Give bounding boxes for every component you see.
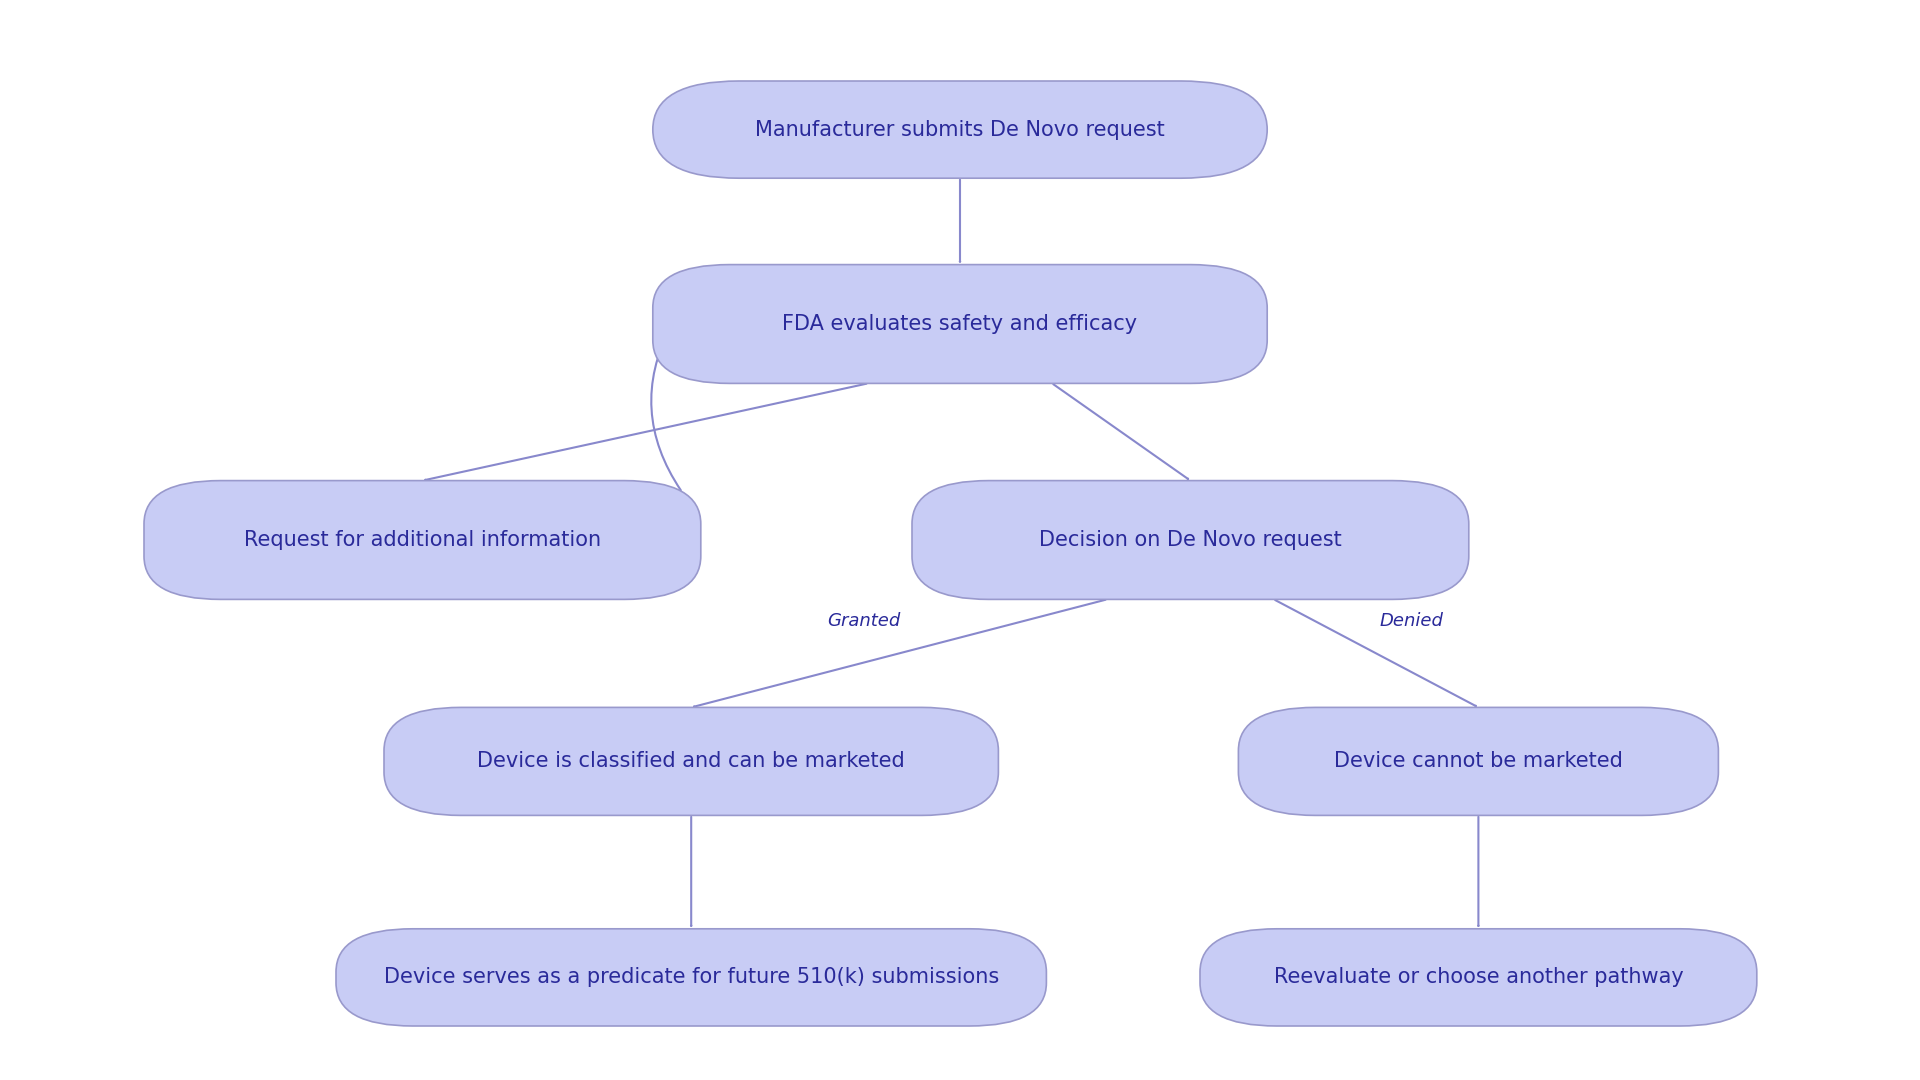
FancyBboxPatch shape xyxy=(1238,707,1718,815)
Text: Device is classified and can be marketed: Device is classified and can be marketed xyxy=(478,752,904,771)
FancyBboxPatch shape xyxy=(1200,929,1757,1026)
FancyBboxPatch shape xyxy=(653,81,1267,178)
Text: Granted: Granted xyxy=(828,612,900,630)
Text: Device cannot be marketed: Device cannot be marketed xyxy=(1334,752,1622,771)
FancyBboxPatch shape xyxy=(912,481,1469,599)
Text: Device serves as a predicate for future 510(k) submissions: Device serves as a predicate for future … xyxy=(384,968,998,987)
Text: Request for additional information: Request for additional information xyxy=(244,530,601,550)
Text: Reevaluate or choose another pathway: Reevaluate or choose another pathway xyxy=(1273,968,1684,987)
FancyBboxPatch shape xyxy=(384,707,998,815)
Text: Denied: Denied xyxy=(1379,612,1444,630)
Text: Manufacturer submits De Novo request: Manufacturer submits De Novo request xyxy=(755,120,1165,139)
Text: Decision on De Novo request: Decision on De Novo request xyxy=(1039,530,1342,550)
FancyBboxPatch shape xyxy=(144,481,701,599)
FancyBboxPatch shape xyxy=(653,265,1267,383)
Text: FDA evaluates safety and efficacy: FDA evaluates safety and efficacy xyxy=(783,314,1137,334)
FancyBboxPatch shape xyxy=(336,929,1046,1026)
